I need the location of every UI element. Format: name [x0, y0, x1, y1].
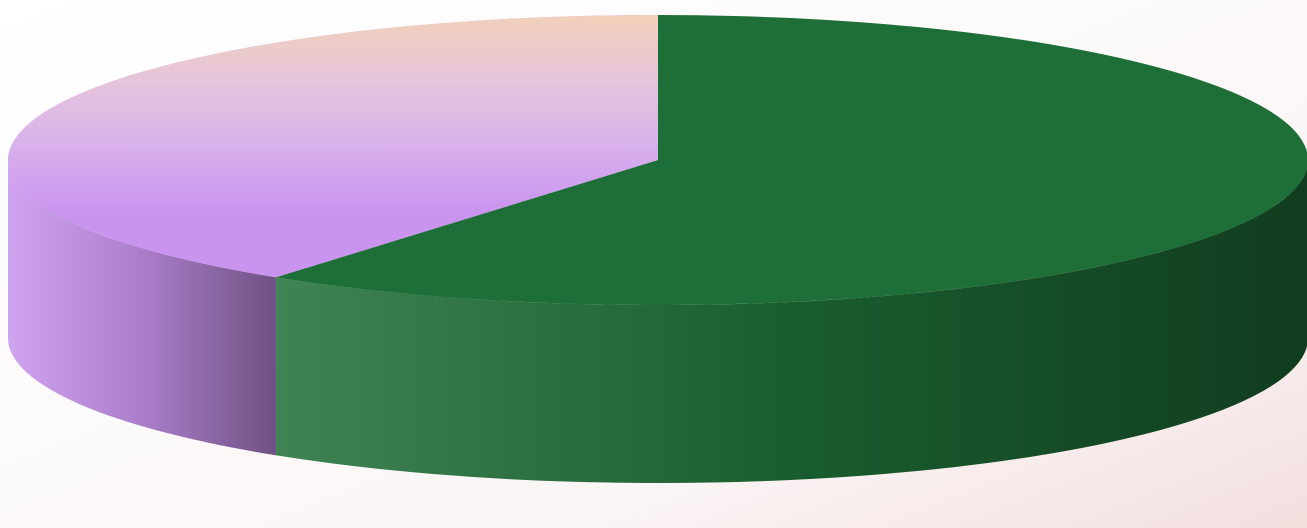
side-shade: [275, 167, 1307, 483]
pie-slice: [275, 15, 1307, 305]
top-shade: [8, 15, 659, 278]
side-shade: [8, 160, 276, 456]
pie: [8, 15, 1307, 483]
